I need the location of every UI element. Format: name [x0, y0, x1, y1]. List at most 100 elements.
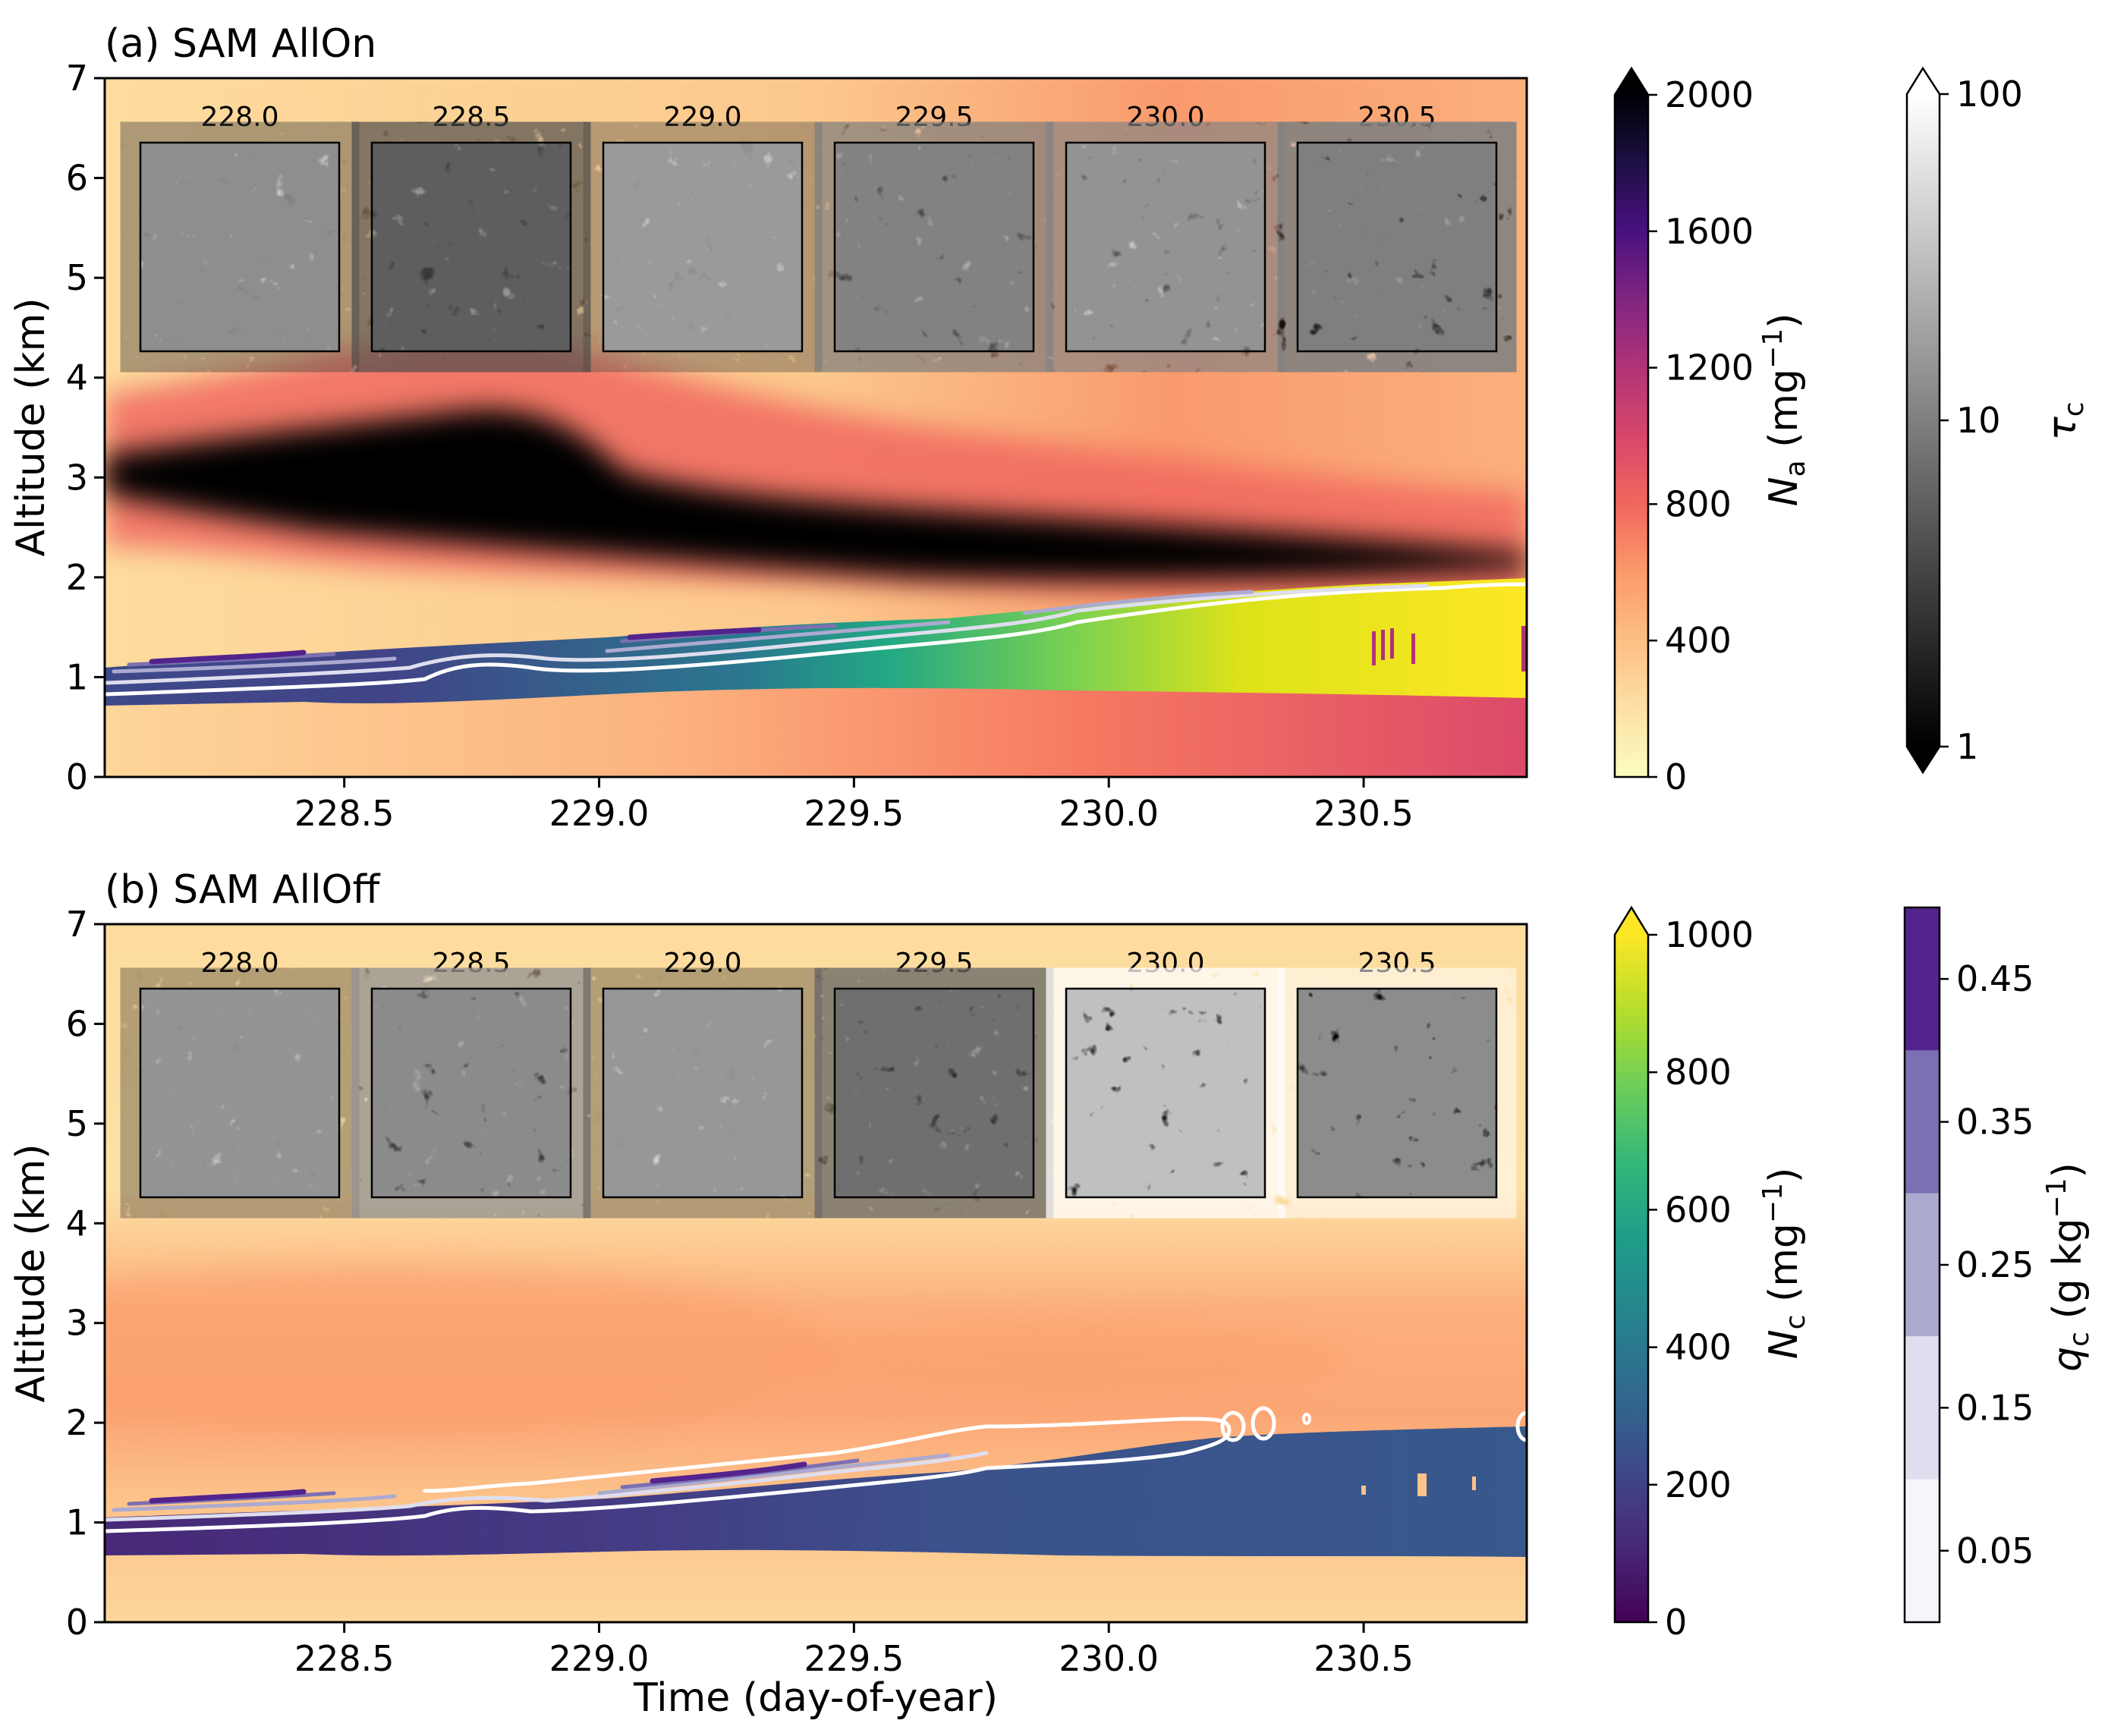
panel-a-contour-0.1: [105, 582, 1527, 697]
colorbar-tick-label: 0.25: [1956, 1244, 2034, 1285]
thumbnail-texture-bright: [603, 143, 802, 351]
thumbnail-frame: [1296, 141, 1498, 353]
panel-a: (a) SAM AllOn: [8, 21, 1528, 834]
colorbar-qc-label-sup: −1: [2041, 1178, 2072, 1218]
panel-a-axes: 228.5 229.0 229.5 230.0 230.5 0 1 2 3 4 5 6 7: [66, 58, 1414, 834]
colorbar-nc-label-sub: c: [1780, 1315, 1811, 1330]
colorbar-tau-label-sub: c: [2059, 401, 2090, 417]
panel-a-rain-shafts: [1372, 626, 1527, 671]
colorbar-qc-label-unit: (g kg: [2045, 1219, 2091, 1332]
thumbnail-texture-bright: [140, 989, 339, 1197]
colorbar-nc-frame: [1613, 905, 1650, 1624]
thumbnail-frame: [370, 987, 572, 1199]
colorbar-na-extend-max: [1615, 68, 1648, 95]
thumbnail-frame: [139, 987, 341, 1199]
cloud-thumbnail: 230.0: [1065, 102, 1266, 353]
colorbar-qc-band: [1905, 907, 1940, 1051]
thumbnail-label: 228.5: [432, 102, 510, 133]
panel-b-aerosol-band-2: [774, 1320, 1351, 1396]
thumbnail-frame: [1296, 987, 1498, 1199]
colorbar-qc-band: [1905, 1479, 1940, 1622]
thumbnail-frame: [602, 141, 804, 353]
panel-a-contour-0.3: [112, 590, 1254, 674]
cloud-thumbnail: 228.0: [139, 102, 341, 353]
colorbar-tau-fill: [1907, 94, 1940, 747]
y-tick-label: 7: [66, 904, 88, 945]
colorbar-qc: 0.05 0.15 0.25 0.35 0.45 qc (g kg−1): [1903, 906, 2095, 1624]
thumbnail-label: 230.5: [1358, 102, 1436, 133]
y-tick-label: 2: [66, 557, 88, 598]
thumbnail-label: 230.0: [1126, 102, 1204, 133]
cloud-thumbnail: 228.0: [139, 948, 341, 1199]
panel-b-contour-blob: [1515, 1410, 1527, 1442]
thumbnail-label: 229.0: [663, 948, 741, 979]
x-tick-label: 228.5: [294, 1638, 395, 1679]
colorbar-na-label-close: ): [1761, 313, 1807, 329]
thumbnail-frame: [833, 141, 1035, 353]
panel-b-contour-blob: [1220, 1410, 1246, 1442]
colorbar-tick-label: 1600: [1665, 211, 1754, 252]
x-tick-label: 229.5: [804, 1638, 905, 1679]
cloud-thumbnail: 229.5: [833, 102, 1035, 353]
colorbar-tick-label: 0.35: [1956, 1102, 2034, 1143]
y-tick-label: 1: [66, 656, 88, 697]
colorbar-tick-label: 400: [1665, 1327, 1732, 1368]
panel-b-frame: [103, 923, 1528, 1624]
y-tick-label: 7: [66, 58, 88, 99]
panel-b-title: (b) SAM AllOff: [105, 867, 380, 913]
panel-b: (b) SAM AllOff 228.0 228.5 229.0 229.: [8, 867, 1528, 1721]
cloud-thumbnail: 229.0: [602, 102, 804, 353]
colorbar-nc-label-unit: (mg: [1761, 1223, 1807, 1314]
colorbar-tick-label: 1: [1956, 726, 1978, 767]
colorbar-tick-label: 0: [1665, 1602, 1687, 1643]
colorbar-na-label: Na (mg−1): [1757, 313, 1811, 507]
x-tick-label: 230.0: [1059, 793, 1159, 834]
cloud-thumbnail: 228.5: [370, 948, 572, 1199]
panel-b-aerosol-band: [105, 1267, 835, 1434]
y-tick-label: 0: [66, 1602, 88, 1643]
x-tick-label: 230.0: [1059, 1638, 1159, 1679]
colorbar-na-fill: [1615, 95, 1648, 777]
thumbnail-frame: [139, 141, 341, 353]
y-tick-label: 6: [66, 1003, 88, 1044]
colorbar-nc-extend-max: [1615, 907, 1648, 935]
cloud-thumbnail: 230.0: [1065, 948, 1266, 1199]
thumbnail-frame: [602, 987, 804, 1199]
colorbar-tau-ticks: 1 10 100: [1940, 74, 2023, 767]
thumbnail-label: 229.0: [663, 102, 741, 133]
thumbnail-frame: [833, 987, 1035, 1199]
thumbnail-frame: [1065, 987, 1266, 1199]
thumbnail-frame: [370, 141, 572, 353]
thumbnail-texture-bright: [1298, 143, 1496, 351]
colorbar-qc-ticks: 0.05 0.15 0.25 0.35 0.45: [1940, 958, 2034, 1571]
y-tick-label: 2: [66, 1402, 88, 1443]
x-tick-label: 229.0: [549, 1638, 650, 1679]
thumbnail-label: 228.5: [432, 948, 510, 979]
cloud-thumbnail: 230.5: [1296, 102, 1498, 353]
colorbar-na-ticks: 0 400 800 1200 1600 2000: [1648, 74, 1754, 797]
colorbar-na-label-sup: −1: [1757, 329, 1789, 369]
y-tick-label: 3: [66, 1303, 88, 1344]
panel-a-title: (a) SAM AllOn: [105, 21, 376, 67]
thumbnail-texture-bright: [372, 143, 571, 351]
colorbar-qc-label-sub: c: [2064, 1332, 2095, 1347]
y-tick-label: 1: [66, 1502, 88, 1543]
colorbar-tau: 1 10 100 τc: [1905, 66, 2090, 775]
thumbnail-texture-bright: [835, 143, 1034, 351]
y-tick-label: 6: [66, 158, 88, 199]
colorbar-qc-label: qc (g kg−1): [2041, 1162, 2095, 1372]
thumbnail-frame: [1065, 141, 1266, 353]
colorbar-tau-extend-max: [1907, 68, 1940, 94]
thumbnail-label: 230.0: [1126, 948, 1204, 979]
colorbar-nc-fill: [1615, 935, 1648, 1622]
colorbar-nc-ticks: 0 200 400 600 800 1000: [1648, 914, 1754, 1643]
colorbar-na-label-main: N: [1761, 477, 1807, 507]
colorbar-qc-label-main: q: [2045, 1347, 2091, 1372]
thumbnail-label: 228.0: [200, 102, 278, 133]
panel-a-ylabel: Altitude (km): [8, 297, 54, 556]
colorbar-tick-label: 0.45: [1956, 958, 2034, 999]
y-tick-label: 4: [66, 1203, 88, 1244]
colorbar-tau-label-main: τ: [2040, 417, 2085, 441]
thumbnail-texture-bright: [140, 143, 339, 351]
colorbar-na-label-unit: (mg: [1761, 369, 1807, 460]
